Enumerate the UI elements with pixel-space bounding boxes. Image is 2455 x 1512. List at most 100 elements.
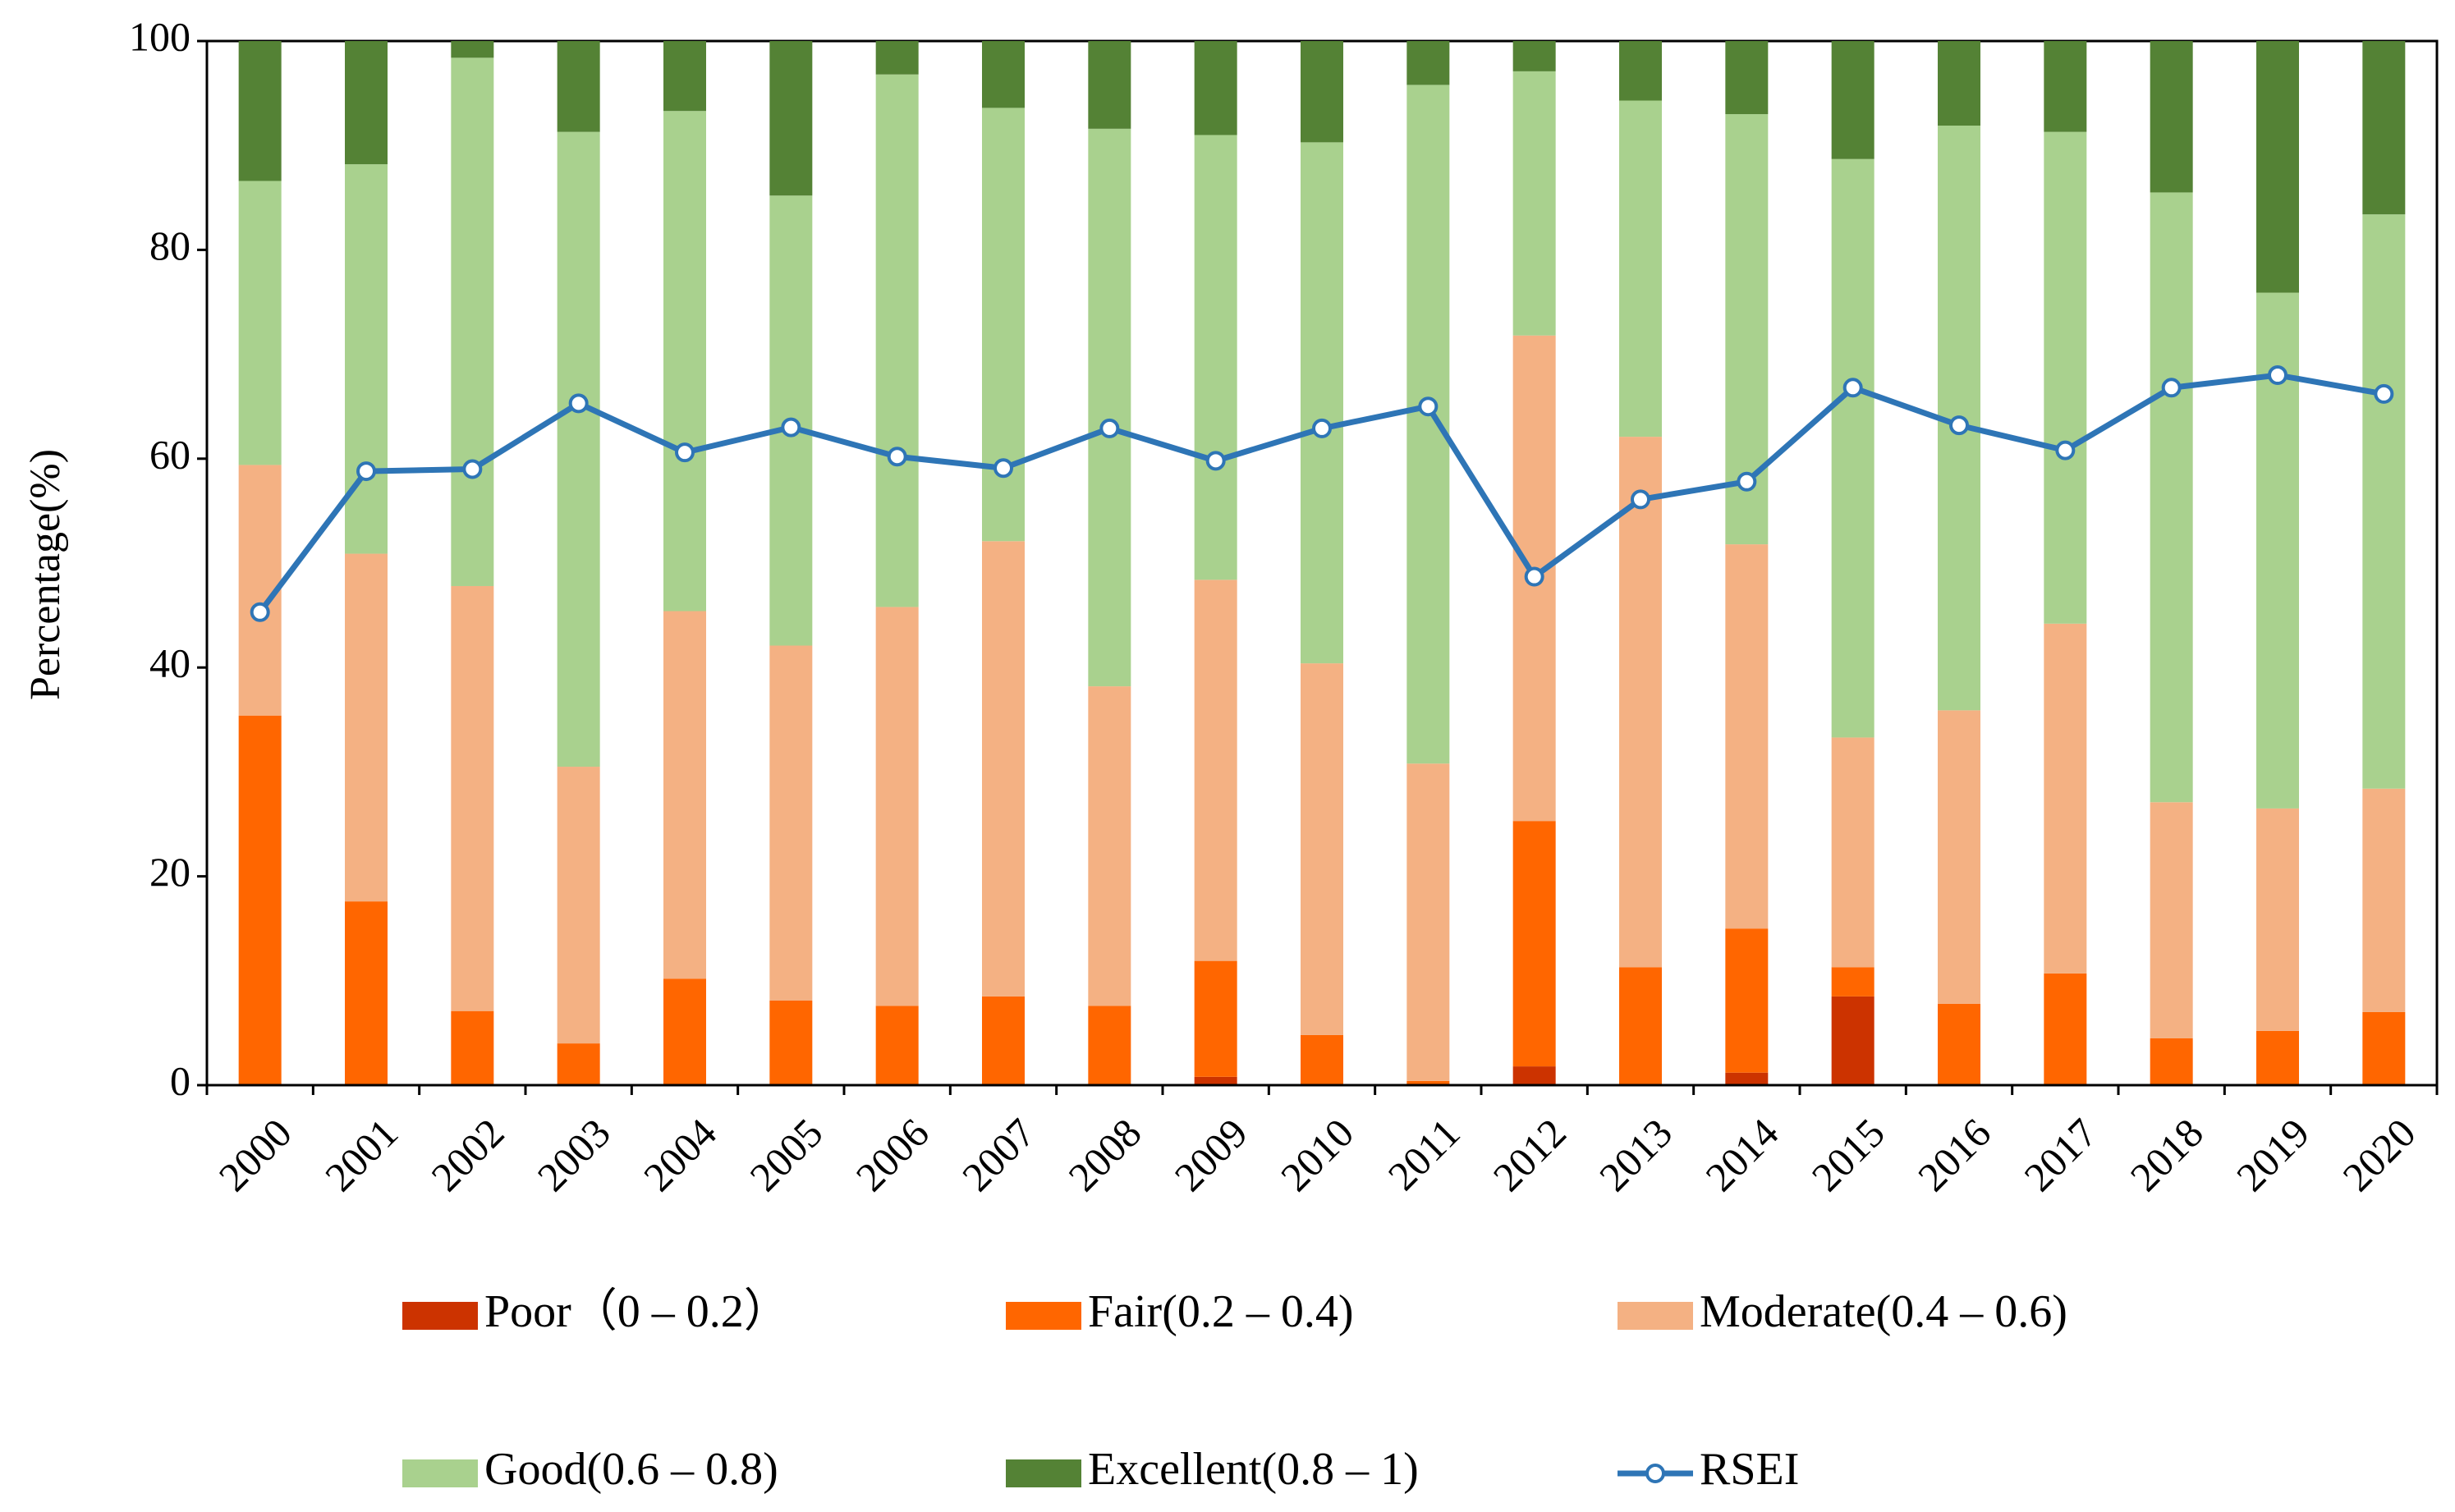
- bar-segment: [345, 901, 388, 1085]
- legend-label: Poor（0 – 0.2）: [484, 1286, 790, 1337]
- rsei-point: [2374, 383, 2394, 404]
- rsei-point: [1631, 489, 1650, 510]
- x-tick-label: 2020: [2333, 1110, 2424, 1200]
- bar-segment: [451, 57, 494, 586]
- bar-segment: [451, 41, 494, 58]
- legend-swatch: [1618, 1302, 1693, 1330]
- rsei-point: [250, 602, 270, 622]
- bar-segment: [663, 611, 706, 979]
- bar-segment: [875, 1006, 919, 1085]
- bar-segment: [1512, 1066, 1556, 1085]
- rsei-point: [1312, 418, 1332, 438]
- rsei-point: [2268, 365, 2288, 386]
- plot-area: 0 20 40 60 80 100 2000 2001 2002 2003 2004 2005 2006…: [129, 13, 2439, 1200]
- x-tick-label: 2015: [1803, 1110, 1893, 1200]
- legend-marker: [1645, 1464, 1665, 1483]
- x-tick-label: 2004: [635, 1110, 725, 1200]
- x-tick-label: 2011: [1379, 1110, 1469, 1199]
- bar-segment: [2044, 623, 2087, 974]
- bar-segment: [2256, 808, 2299, 1031]
- bar-segment: [2044, 41, 2087, 132]
- rsei-point: [1205, 451, 1226, 471]
- bar-segment: [1406, 763, 1450, 1081]
- bar-segment: [1619, 100, 1662, 438]
- rsei-point: [1099, 418, 1120, 438]
- bar-segment: [2150, 1038, 2193, 1085]
- x-tick-label: 2012: [1484, 1110, 1575, 1200]
- bar-segment: [1831, 41, 1875, 159]
- y-tick-label: 20: [149, 849, 190, 895]
- rsei-point: [887, 447, 907, 467]
- bar-segment: [1301, 142, 1343, 664]
- bar-segment: [769, 1000, 813, 1085]
- x-tick-label: 2000: [210, 1110, 301, 1200]
- bar-segment: [2150, 41, 2193, 193]
- legend: Poor（0 – 0.2） Fair(0.2 – 0.4) Moderate(0.4…: [402, 1286, 2067, 1495]
- y-tick-label: 100: [129, 13, 190, 59]
- x-tick-label: 2007: [953, 1110, 1044, 1200]
- bar-segment: [238, 715, 282, 1085]
- bar-segment: [2150, 802, 2193, 1038]
- x-tick-label: 2017: [2015, 1110, 2105, 1200]
- bar-segment: [2256, 1030, 2299, 1085]
- bar-segment: [1938, 1003, 1980, 1085]
- bar-segment: [1088, 41, 1131, 129]
- bar-segment: [982, 41, 1025, 108]
- bar-segment: [1512, 821, 1556, 1067]
- bar-segment: [2362, 41, 2406, 215]
- legend-label: Good(0.6 – 0.8): [484, 1444, 778, 1495]
- rsei-point: [356, 461, 376, 482]
- bar-segment: [1406, 85, 1450, 764]
- bar-segment: [1725, 928, 1769, 1073]
- bar-segment: [1301, 1034, 1343, 1085]
- bar-segment: [1831, 737, 1875, 968]
- bar-segment: [1406, 41, 1450, 85]
- bar-segment: [1938, 41, 1980, 126]
- bar-segment: [1512, 41, 1556, 71]
- bar-segment: [875, 607, 919, 1006]
- bar-segment: [2256, 41, 2299, 293]
- x-tick-label: 2009: [1166, 1110, 1256, 1200]
- bar-segment: [1194, 1076, 1237, 1085]
- rsei-point: [1842, 378, 1863, 398]
- rsei-point: [1524, 566, 1544, 587]
- bar-segment: [1619, 967, 1662, 1085]
- x-tick-label: 2013: [1590, 1110, 1681, 1200]
- x-tick-label: 2003: [529, 1110, 619, 1200]
- bar-segment: [557, 1043, 600, 1085]
- rsei-point: [675, 442, 695, 463]
- legend-swatch: [1006, 1302, 1081, 1330]
- x-tick-label: 2014: [1696, 1110, 1787, 1200]
- y-tick-label: 60: [149, 431, 190, 477]
- bar-segment: [1088, 686, 1131, 1006]
- bar-segment: [1725, 544, 1769, 929]
- legend-swatch: [402, 1459, 478, 1487]
- bar-segment: [345, 553, 388, 902]
- legend-label: RSEI: [1700, 1444, 1799, 1495]
- bar-segment: [1619, 437, 1662, 968]
- bar-segment: [1194, 41, 1237, 135]
- legend-label: Excellent(0.8 – 1): [1088, 1444, 1419, 1495]
- bar-segment: [2362, 1011, 2406, 1085]
- bar-segment: [2362, 214, 2406, 789]
- bar-segment: [1194, 135, 1237, 580]
- rsei-point: [1418, 396, 1439, 417]
- bar-segment: [2044, 973, 2087, 1085]
- rsei-point: [2161, 378, 2182, 398]
- rsei-point: [1737, 471, 1757, 492]
- bar-segment: [557, 767, 600, 1044]
- legend-swatch: [1006, 1459, 1081, 1487]
- bar-segment: [1938, 710, 1980, 1004]
- bar-segment: [1831, 158, 1875, 738]
- bar-segment: [875, 74, 919, 607]
- rsei-point: [2055, 440, 2076, 460]
- x-tick-label: 2008: [1059, 1110, 1149, 1200]
- y-axis-title: Percentage(%): [22, 449, 69, 700]
- x-tick-label: 2002: [422, 1110, 512, 1200]
- legend-label: Fair(0.2 – 0.4): [1088, 1286, 1354, 1337]
- bar-segment: [2150, 192, 2193, 803]
- rsei-point: [1949, 415, 1969, 436]
- bar-segment: [1088, 1006, 1131, 1085]
- bar-segment: [1512, 71, 1556, 336]
- bar-segment: [557, 41, 600, 132]
